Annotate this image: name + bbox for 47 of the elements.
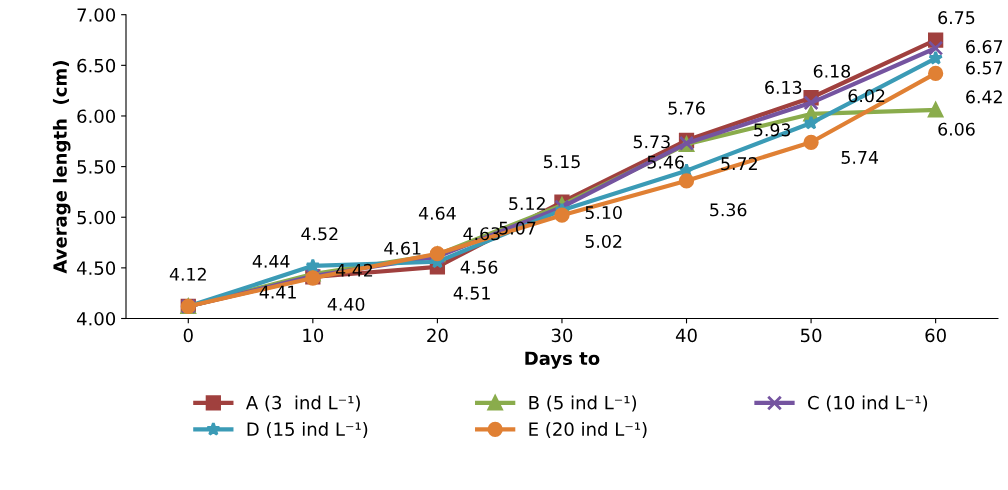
y-tick-label: 5.00 (77, 210, 116, 225)
data-label: 4.41 (259, 285, 296, 299)
x-tick-label: 20 (427, 328, 448, 343)
data-label: 4.40 (327, 297, 365, 311)
data-label: 5.02 (585, 234, 622, 249)
data-label: 6.18 (813, 64, 851, 78)
data-label: 6.06 (938, 122, 975, 136)
data-label: 6.57 (966, 61, 1003, 75)
y-tick-label: 4.50 (76, 261, 116, 275)
x-tick-label: 50 (800, 328, 822, 343)
data-label: 6.75 (938, 11, 975, 25)
data-label: 4.51 (453, 286, 490, 300)
x-tick-label: 0 (183, 328, 193, 343)
legend-label: B (5 ind L⁻¹) (529, 395, 637, 412)
y-tick-label: 6.50 (77, 58, 116, 73)
data-label: 4.52 (301, 227, 338, 241)
legend-label: C (10 ind L⁻¹) (808, 395, 928, 412)
y-tick-label: 6.00 (77, 109, 116, 124)
data-label: 6.42 (966, 90, 1002, 104)
data-label: 6.13 (765, 80, 802, 94)
data-label: 4.61 (384, 241, 421, 255)
legend-label: A (3 ind L⁻¹) (245, 395, 360, 412)
data-label: 6.67 (966, 40, 1003, 54)
data-label: 4.64 (418, 206, 456, 220)
x-tick-label: 40 (675, 328, 697, 343)
y-axis-title: Average length (cm) (52, 61, 71, 274)
data-label: 5.73 (633, 135, 670, 149)
x-tick-label: 30 (551, 328, 573, 343)
y-tick-label: 5.50 (77, 160, 116, 174)
data-label: 4.42 (336, 263, 373, 277)
x-tick-label: 10 (303, 328, 324, 343)
data-label: 5.12 (509, 196, 545, 211)
data-label: 4.44 (252, 254, 290, 268)
data-label: 5.10 (585, 205, 622, 220)
data-label: 4.56 (460, 260, 498, 274)
data-label: 5.36 (710, 203, 747, 217)
legend-label: E (20 ind L⁻¹) (529, 422, 647, 439)
legend-label: D (15 ind L⁻¹) (247, 422, 368, 439)
y-tick-label: 4.00 (76, 311, 116, 326)
data-label: 5.15 (543, 155, 580, 169)
y-tick-label: 7.00 (77, 8, 116, 22)
data-label: 5.74 (841, 151, 879, 164)
data-label: 5.76 (668, 101, 705, 115)
x-axis-title: Days to (525, 351, 600, 369)
data-label: 5.46 (647, 155, 684, 169)
x-tick-label: 60 (925, 328, 946, 343)
data-label: 4.12 (169, 267, 206, 281)
